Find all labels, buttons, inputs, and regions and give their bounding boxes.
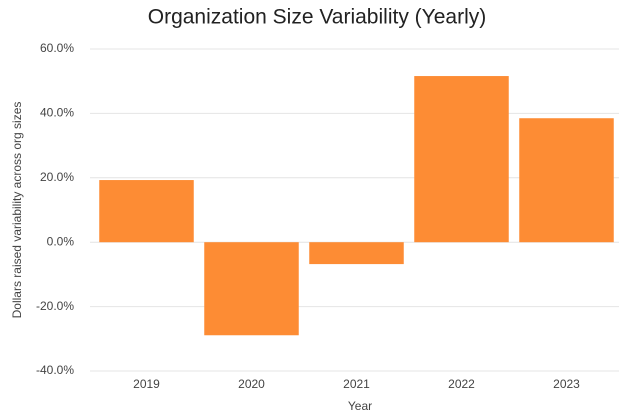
y-tick-label: 0.0% <box>47 234 75 248</box>
bar <box>519 118 614 243</box>
x-tick-label: 2019 <box>133 377 160 391</box>
y-axis-label: Dollars raised variability across org si… <box>10 102 24 319</box>
bar <box>414 76 509 243</box>
y-tick-label: 20.0% <box>40 170 74 184</box>
x-tick-label: 2020 <box>238 377 265 391</box>
x-axis-label: Year <box>348 399 372 413</box>
y-tick-label: -40.0% <box>36 363 74 377</box>
y-tick-label: 40.0% <box>40 106 74 120</box>
bar <box>99 180 194 243</box>
y-tick-label: -20.0% <box>36 299 74 313</box>
chart-title: Organization Size Variability (Yearly) <box>148 6 486 29</box>
x-tick-label: 2022 <box>448 377 475 391</box>
x-tick-label: 2021 <box>343 377 370 391</box>
y-tick-label: 60.0% <box>40 41 74 55</box>
bar <box>204 242 299 336</box>
x-tick-label: 2023 <box>553 377 580 391</box>
bar <box>309 242 404 265</box>
